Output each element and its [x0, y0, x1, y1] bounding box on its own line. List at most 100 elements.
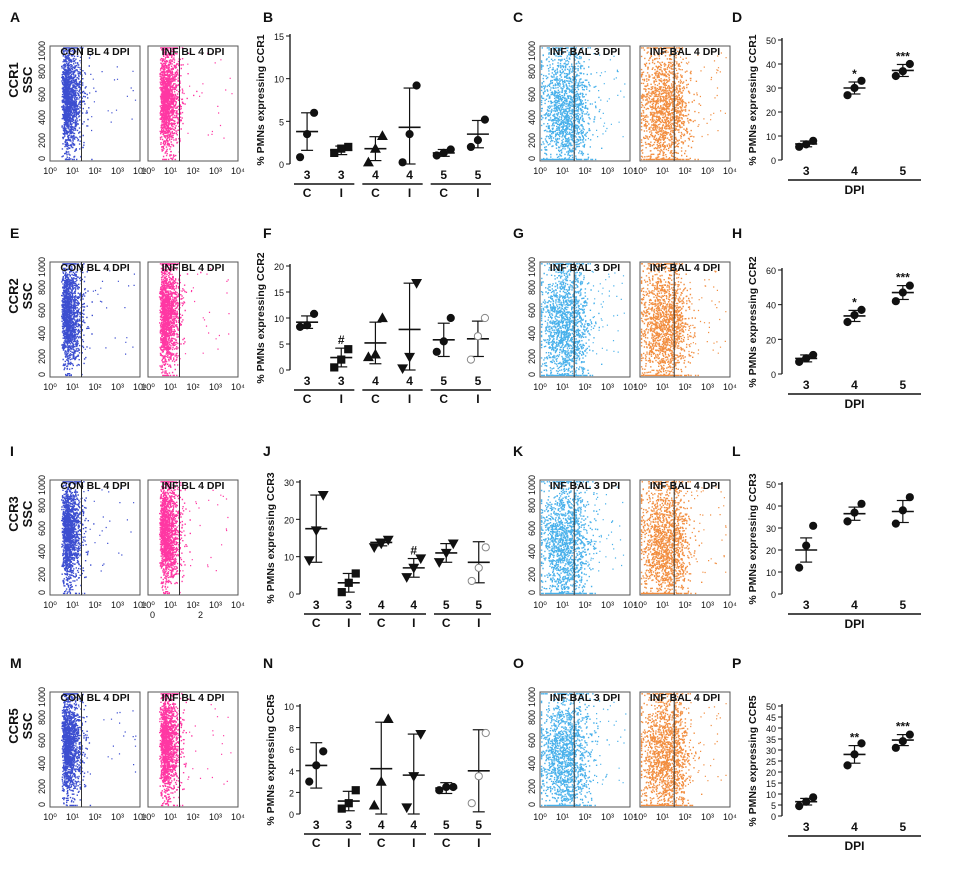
x-group-label: I — [408, 392, 411, 406]
y-tick-label: 0 — [771, 370, 776, 380]
flow-x-tick-label: 10⁴ — [133, 166, 147, 176]
x-group-label: I — [476, 392, 479, 406]
flow-x-tick-label: 10¹ — [556, 812, 569, 822]
flow-plot-title: INF BAL 3 DPI — [550, 262, 620, 274]
row-side-label: SSC — [20, 66, 35, 93]
y-tick-label: 5 — [279, 340, 284, 350]
flow-event-cloud — [540, 263, 625, 377]
data-point — [480, 115, 490, 124]
y-tick-label: 35 — [766, 735, 776, 745]
flow-plot-title: INF BAL 3 DPI — [550, 46, 620, 58]
data-point — [891, 519, 900, 528]
significance-marker: # — [338, 333, 345, 347]
data-point — [467, 576, 476, 586]
flow-x-tick-label: 10³ — [111, 600, 124, 610]
flow-x-tick-label: 10² — [578, 382, 591, 392]
y-axis-label: % PMNs expressing CCR1 — [747, 34, 759, 165]
y-tick-label: 10 — [284, 553, 294, 563]
data-point — [795, 357, 804, 366]
group-1: 3I — [337, 569, 360, 630]
x-category-label: 3 — [313, 818, 320, 832]
data-point — [809, 350, 818, 360]
x-group-label: I — [347, 836, 350, 850]
flow-x-tick-label: 10³ — [111, 812, 124, 822]
flow-x-tick-label: 10⁰ — [533, 166, 547, 176]
x-category-label: 3 — [803, 164, 810, 178]
flow-plot-title: INF BL 4 DPI — [162, 692, 225, 704]
flow-x-tick-label: 10³ — [701, 600, 714, 610]
x-category-label: 5 — [475, 374, 482, 388]
flow-y-axis: 0 200 400 600 800 1000 — [527, 687, 537, 807]
data-point — [809, 793, 818, 802]
row-side-label: SSC — [20, 712, 35, 739]
y-tick-label: 15 — [766, 779, 776, 789]
group-2: 4C — [368, 535, 394, 630]
flow-x-tick-label: 10⁴ — [231, 382, 245, 392]
data-point — [446, 313, 455, 323]
flow-y-tick-label: 200 — [37, 779, 47, 794]
data-point — [473, 332, 483, 341]
x-category-label: 4 — [851, 598, 858, 612]
data-point — [369, 143, 381, 153]
panel-letter-G: G — [513, 225, 524, 241]
flow-x-tick-label: 10² — [186, 812, 199, 822]
group-1: *4 — [843, 67, 866, 178]
y-tick-label: 30 — [766, 84, 776, 94]
flow-x-tick-label: 10³ — [601, 812, 614, 822]
x-category-label: 4 — [372, 374, 379, 388]
panel-letter-P: P — [732, 655, 741, 671]
flow-x-tick-label: 10⁴ — [723, 382, 737, 392]
flow-x-tick-label: 10⁰ — [141, 166, 155, 176]
flow-x-tick-label: 10⁴ — [133, 382, 147, 392]
flow-x-tick-label: 10¹ — [164, 600, 177, 610]
flow-x-tick-label: 10⁴ — [623, 600, 637, 610]
x-group-label: C — [442, 616, 451, 630]
flow-plot-right: INF BL 4 DPI 10⁰ 10¹ 10² 10³ 10⁴ — [141, 261, 245, 392]
data-point — [382, 713, 394, 724]
significance-marker: *** — [896, 271, 910, 285]
data-point — [382, 535, 394, 546]
significance-marker: # — [410, 544, 417, 558]
x-category-label: 4 — [406, 168, 413, 182]
flow-y-tick-label: 1000 — [527, 475, 537, 495]
data-point — [330, 363, 339, 372]
row-receptor-label: CCR2 — [6, 278, 21, 313]
data-point — [439, 148, 448, 158]
data-point — [802, 797, 811, 806]
flow-x-tick-label: 10³ — [601, 382, 614, 392]
group-0: 3C — [305, 742, 328, 850]
data-point — [857, 499, 866, 508]
flow-x-tick-label: 10³ — [701, 382, 714, 392]
x-group-label: I — [477, 616, 480, 630]
flow-y-axis: 0 200 400 600 800 1000 — [527, 257, 537, 377]
data-point — [337, 144, 346, 153]
y-axis-label: % PMNs expressing CCR1 — [255, 34, 267, 165]
flow-dots — [640, 481, 727, 595]
flow-plot-left: INF BAL 3 DPI 10⁰ 10¹ 10² 10³ 10⁴ — [533, 691, 637, 822]
flow-dots — [640, 47, 727, 161]
flow-event-cloud — [540, 693, 627, 807]
data-point — [843, 517, 852, 526]
flow-plot-frame — [147, 261, 239, 378]
data-point — [309, 108, 319, 117]
panel-letter-B: B — [263, 9, 273, 25]
flow-plot-left: CON BL 4 DPI 10⁰ 10¹ 10² 10³ 10⁴ — [43, 261, 147, 392]
data-point — [368, 799, 380, 810]
data-point — [305, 777, 314, 786]
x-group-label: C — [371, 186, 380, 200]
flow-x-tick-label: 10¹ — [164, 166, 177, 176]
y-tick-label: 0 — [279, 160, 284, 170]
data-point — [857, 305, 866, 314]
flow-dots — [159, 481, 229, 595]
data-point — [411, 279, 423, 289]
flow-y-tick-label: 400 — [527, 756, 537, 771]
x-category-label: 5 — [899, 820, 906, 834]
flow-y-tick-label: 600 — [527, 733, 537, 748]
x-group-label: C — [303, 186, 312, 200]
flow-x-tick-label: 10² — [88, 600, 101, 610]
data-point — [415, 554, 427, 565]
flow-y-tick-label: 1000 — [37, 41, 47, 61]
flow-plot-left: CON BL 4 DPI 10⁰ 10¹ 10² 10³ 10⁴ — [43, 45, 147, 176]
data-point — [344, 578, 353, 587]
panel-letter-M: M — [10, 655, 22, 671]
